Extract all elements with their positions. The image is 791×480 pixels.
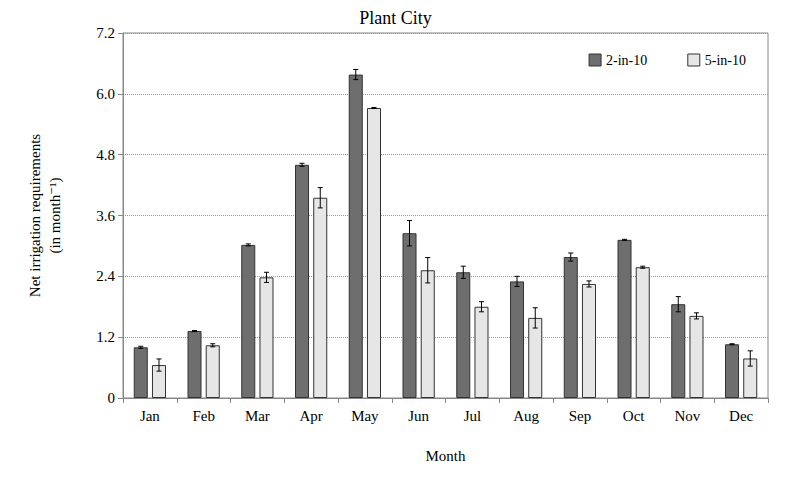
svg-text:Jun: Jun [408, 408, 429, 424]
svg-text:Sep: Sep [569, 408, 592, 424]
svg-text:May: May [351, 408, 379, 424]
svg-text:Month: Month [425, 448, 466, 464]
svg-text:2-in-10: 2-in-10 [606, 53, 647, 68]
svg-text:4.8: 4.8 [96, 147, 115, 163]
svg-text:Jan: Jan [140, 408, 160, 424]
svg-text:(in month⁻¹): (in month⁻¹) [47, 177, 64, 253]
svg-text:0: 0 [108, 390, 116, 406]
svg-text:Nov: Nov [674, 408, 700, 424]
svg-text:2.4: 2.4 [96, 268, 115, 284]
svg-text:Jul: Jul [464, 408, 482, 424]
svg-text:Feb: Feb [192, 408, 215, 424]
svg-text:3.6: 3.6 [96, 208, 115, 224]
svg-text:Oct: Oct [623, 408, 645, 424]
svg-text:7.2: 7.2 [96, 25, 115, 41]
svg-text:Net irrigation requirements: Net irrigation requirements [27, 134, 43, 297]
svg-text:1.2: 1.2 [96, 329, 115, 345]
svg-text:Dec: Dec [729, 408, 753, 424]
svg-text:5-in-10: 5-in-10 [705, 53, 746, 68]
svg-text:Plant City: Plant City [359, 8, 432, 28]
svg-text:Mar: Mar [245, 408, 270, 424]
svg-text:6.0: 6.0 [96, 86, 115, 102]
svg-text:Apr: Apr [299, 408, 322, 424]
svg-text:Aug: Aug [513, 408, 539, 424]
